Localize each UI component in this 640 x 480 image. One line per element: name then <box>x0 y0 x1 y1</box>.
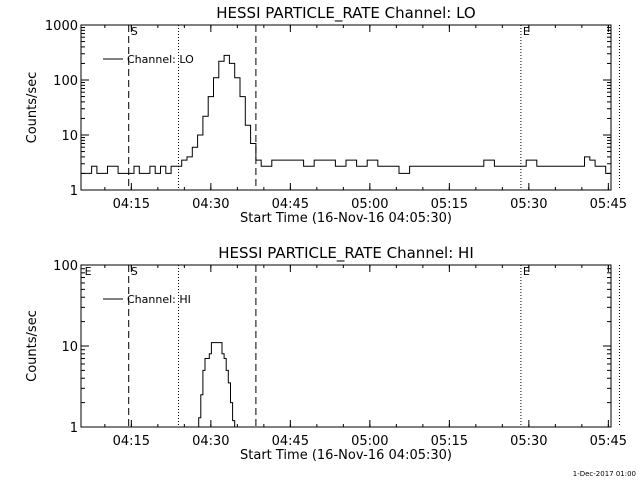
marker-label: S <box>131 25 138 38</box>
x-tick-label: 05:30 <box>510 434 547 449</box>
x-tick-label: 04:30 <box>192 197 229 212</box>
y-tick-label: 10 <box>61 129 78 144</box>
x-tick-label: 04:45 <box>272 197 309 212</box>
x-tick-label: 05:00 <box>351 197 388 212</box>
plot-frame <box>80 264 612 428</box>
x-axis-label: Start Time (16-Nov-16 04:05:30) <box>240 211 452 226</box>
legend-label: Channel: LO <box>127 53 194 66</box>
y-axis-label: Counts/sec <box>25 72 40 144</box>
x-tick-label: 04:30 <box>192 434 229 449</box>
y-axis-label: Counts/sec <box>25 310 40 382</box>
x-axis-label: Start Time (16-Nov-16 04:05:30) <box>240 448 452 463</box>
marker-label: E <box>85 265 92 278</box>
marker-label: E <box>523 265 530 278</box>
y-tick-label: 100 <box>53 74 78 89</box>
x-tick-label: 05:45 <box>590 434 627 449</box>
x-tick-label: 05:30 <box>510 197 547 212</box>
marker-label: E <box>523 25 530 38</box>
x-tick-label: 05:15 <box>431 197 468 212</box>
y-tick-label: 10 <box>61 340 78 355</box>
hi-channel-panel: HESSI PARTICLE_RATE Channel: HI 04:15 04:3… <box>25 244 627 463</box>
plot-frame <box>80 24 612 191</box>
y-tick-label: 1000 <box>45 19 78 34</box>
x-tick-label: 04:15 <box>113 434 150 449</box>
x-tick-label: 05:45 <box>590 197 627 212</box>
footer-timestamp: 1-Dec-2017 01:00 <box>572 470 636 478</box>
y-tick-label: 100 <box>53 259 78 274</box>
marker-label: S <box>131 265 138 278</box>
chart-title: HESSI PARTICLE_RATE Channel: HI <box>218 244 474 263</box>
x-tick-label: 04:45 <box>272 434 309 449</box>
x-tick-label: 05:15 <box>431 434 468 449</box>
series-line <box>198 342 236 427</box>
chart-title: HESSI PARTICLE_RATE Channel: LO <box>216 4 475 23</box>
legend-label: Channel: HI <box>127 293 191 306</box>
y-tick-label: 1 <box>70 421 78 436</box>
x-tick-label: 05:00 <box>351 434 388 449</box>
y-tick-label: 1 <box>70 184 78 199</box>
lo-channel-panel: HESSI PARTICLE_RATE Channel: LO 04:15 04:3… <box>25 4 627 226</box>
x-tick-label: 04:15 <box>113 197 150 212</box>
series-line <box>81 54 611 174</box>
